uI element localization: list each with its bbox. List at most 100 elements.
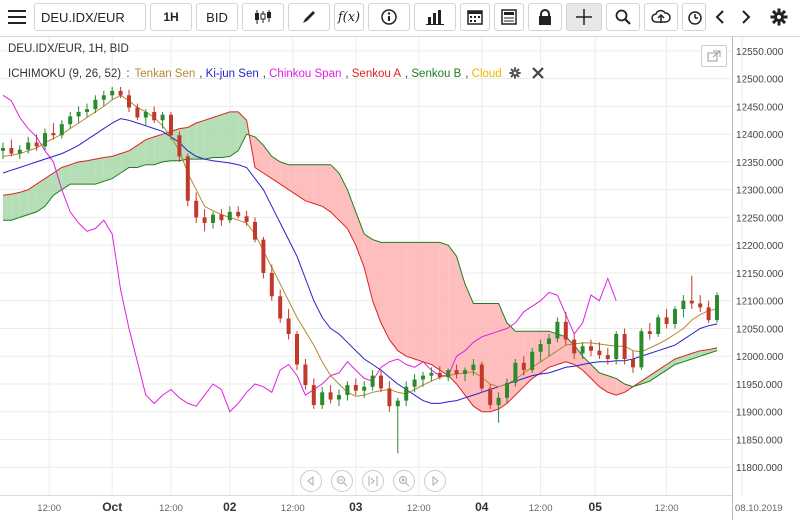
cloud-segment	[523, 331, 533, 387]
candle-body	[362, 386, 367, 391]
y-tick-label: 12200.000	[736, 241, 784, 252]
lock-icon[interactable]	[528, 3, 562, 31]
candle-body	[530, 351, 535, 371]
candle-body	[269, 272, 274, 297]
gear-icon[interactable]	[764, 3, 794, 31]
forward-icon[interactable]	[424, 470, 446, 492]
candle-body	[17, 149, 22, 154]
cloud-segment	[675, 356, 684, 365]
indicator-legend: ICHIMOKU (9, 26, 52) : Tenkan Sen, Ki-ju…	[8, 67, 548, 82]
cloud-segment	[204, 117, 213, 160]
cloud-segment	[473, 303, 482, 412]
cloud-segment	[129, 145, 138, 168]
zoom-out-icon[interactable]	[331, 470, 353, 492]
candle-body	[471, 364, 476, 371]
candle-body	[337, 395, 341, 400]
candle-body	[9, 148, 14, 154]
price-type-button[interactable]: BID	[196, 3, 238, 31]
cloud-segment	[271, 156, 281, 185]
cloud-segment	[196, 120, 205, 160]
chevron-left-icon[interactable]	[708, 3, 732, 31]
cloud-segment	[498, 303, 507, 409]
chart-area[interactable]: 12550.000 12500.000 12450.000 12400.000 1235…	[0, 37, 800, 520]
cloud-segment	[414, 242, 423, 362]
cloud-segment	[145, 136, 155, 165]
cloud-segment	[649, 370, 659, 382]
candle-body	[639, 331, 644, 368]
candle-body	[320, 392, 325, 406]
senkou-b-line	[3, 133, 718, 388]
cloud-segment	[162, 131, 171, 162]
x-tick-label: 12:00	[37, 503, 61, 514]
cloud-upload-icon[interactable]	[644, 3, 678, 31]
timeframe-button[interactable]: 1H	[150, 3, 192, 31]
price-axis	[732, 37, 800, 520]
cloud-segment	[397, 242, 407, 357]
indicator-separator: :	[126, 68, 130, 80]
candle-body	[353, 385, 358, 391]
cloud-segment	[607, 375, 617, 396]
candle-body	[177, 135, 182, 157]
info-icon[interactable]	[368, 3, 410, 31]
candle-body	[689, 300, 694, 304]
candle-body	[698, 303, 703, 308]
cloud-segment	[3, 194, 12, 221]
candle-body	[253, 221, 257, 240]
cloud-segment	[297, 164, 306, 201]
chevron-right-icon[interactable]	[734, 3, 758, 31]
news-icon[interactable]	[494, 3, 524, 31]
symbol-selector[interactable]: DEU.IDX/EUR	[34, 3, 146, 31]
zoom-in-icon[interactable]	[393, 470, 415, 492]
y-tick-label: 11850.000	[736, 435, 783, 446]
candle-body	[513, 362, 518, 383]
candle-body	[185, 156, 190, 201]
time-axis	[0, 495, 800, 520]
crosshair-icon[interactable]	[566, 3, 602, 31]
cloud-segment	[322, 164, 331, 212]
cloud-segment	[599, 372, 608, 393]
candle-body	[421, 375, 425, 380]
function-icon[interactable]: f(x)	[334, 3, 364, 31]
cloud-segment	[280, 161, 289, 190]
indicator-settings-icon[interactable]	[509, 67, 521, 82]
candle-body	[85, 109, 89, 112]
chart-title: DEU.IDX/EUR, 1H, BID	[8, 43, 129, 55]
hamburger-icon[interactable]	[2, 3, 32, 31]
candle-body	[664, 317, 669, 325]
candle-body	[538, 343, 543, 352]
cloud-segment	[439, 242, 449, 376]
bar-chart-icon[interactable]	[414, 3, 456, 31]
candle-body	[127, 95, 131, 108]
candle-body	[446, 370, 451, 378]
pencil-icon[interactable]	[288, 3, 330, 31]
indicator-close-icon[interactable]	[532, 67, 544, 82]
y-tick-label: 11950.000	[736, 380, 783, 391]
cloud-segment	[305, 164, 314, 204]
cloud-segment	[574, 345, 583, 371]
cloud-segment	[355, 211, 365, 268]
ichimoku-chart[interactable]: 12550.000 12500.000 12450.000 12400.000 1235…	[0, 37, 800, 520]
cloud-segment	[154, 134, 163, 165]
candle-body	[194, 200, 199, 218]
candle-body	[521, 362, 526, 371]
popout-icon[interactable]	[701, 45, 727, 67]
cloud-segment	[347, 189, 356, 246]
fit-icon[interactable]	[362, 470, 384, 492]
cloud-segment	[683, 353, 692, 362]
candle-body	[572, 339, 577, 354]
candle-body	[152, 111, 157, 121]
y-tick-label: 12400.000	[736, 130, 784, 141]
candle-body	[479, 364, 484, 389]
cloud-segment	[112, 153, 121, 179]
calendar-icon[interactable]	[460, 3, 490, 31]
y-tick-label: 11900.000	[736, 408, 783, 419]
rewind-icon[interactable]	[300, 470, 322, 492]
zoom-icon[interactable]	[606, 3, 640, 31]
candlestick-icon[interactable]	[242, 3, 284, 31]
candle-body	[227, 211, 232, 221]
y-tick-label: 12250.000	[736, 213, 784, 224]
alarm-icon[interactable]	[682, 3, 706, 31]
x-tick-label: Oct	[102, 500, 122, 514]
candle-body	[211, 214, 215, 223]
cloud-segment	[19, 189, 29, 218]
